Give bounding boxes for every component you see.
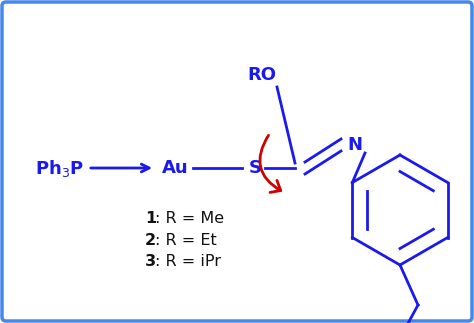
Text: : R = Et: : R = Et (155, 233, 217, 247)
Text: S: S (248, 159, 262, 177)
Text: 2: 2 (145, 233, 156, 247)
Text: 3: 3 (145, 255, 156, 269)
Text: RO: RO (247, 66, 276, 84)
Text: N: N (347, 136, 363, 154)
Text: Au: Au (162, 159, 188, 177)
Text: : R = Me: : R = Me (155, 211, 224, 225)
FancyArrowPatch shape (260, 135, 281, 193)
Text: 1: 1 (145, 211, 156, 225)
FancyBboxPatch shape (2, 2, 472, 321)
Text: : R = iPr: : R = iPr (155, 255, 221, 269)
Text: Ph$_3$P: Ph$_3$P (36, 158, 84, 179)
